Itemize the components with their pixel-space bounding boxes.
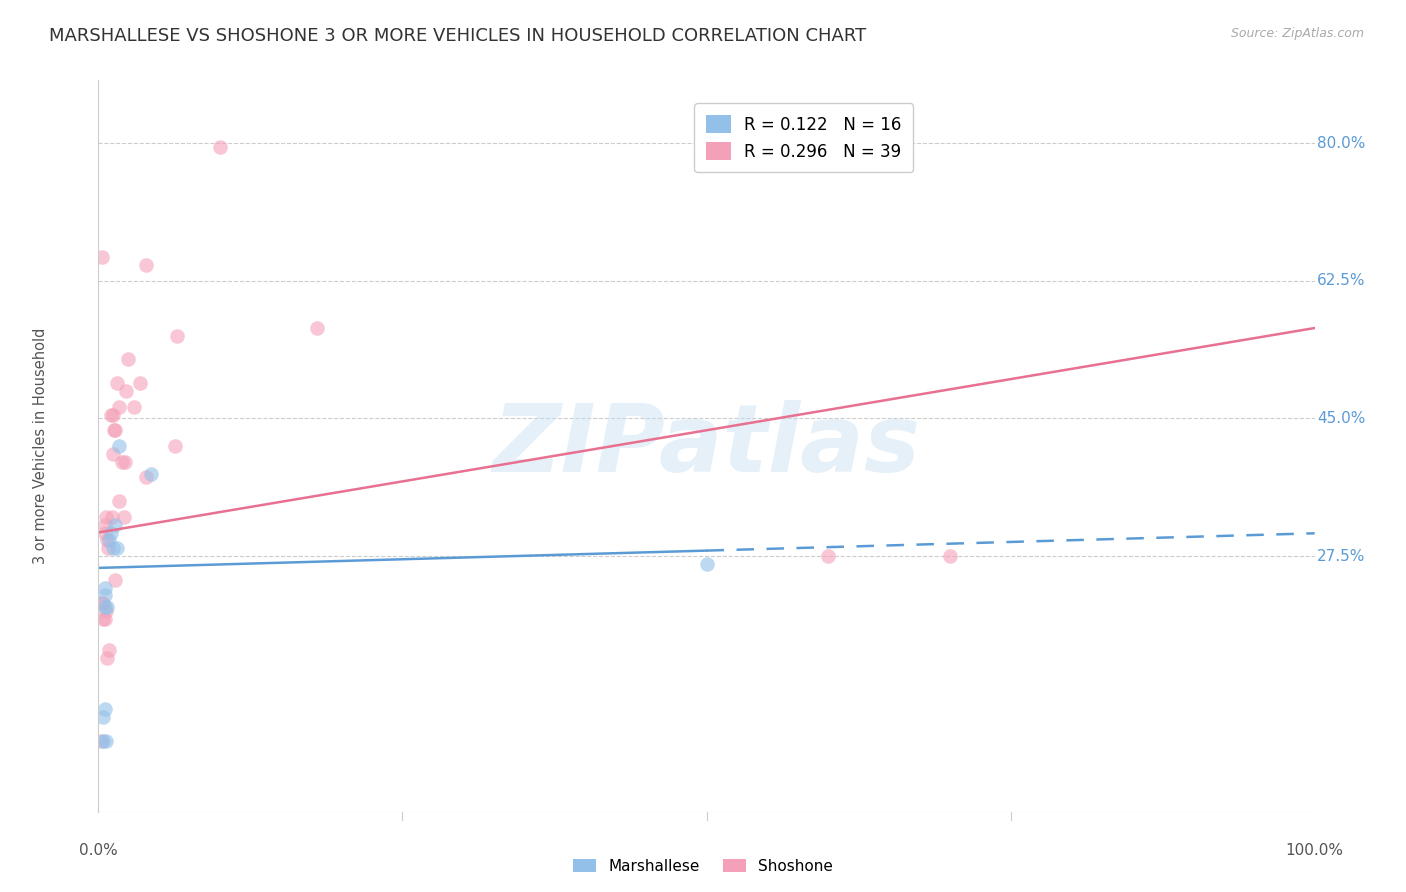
Point	[112, 509, 135, 524]
Text: 62.5%: 62.5%	[1317, 273, 1365, 288]
Text: 3 or more Vehicles in Household: 3 or more Vehicles in Household	[32, 328, 48, 564]
Point	[93, 581, 115, 595]
Point	[114, 455, 136, 469]
Point	[101, 509, 124, 524]
Point	[94, 604, 117, 618]
Point	[93, 600, 115, 615]
Point	[94, 734, 117, 748]
Text: 0.0%: 0.0%	[79, 843, 118, 858]
Point	[93, 517, 115, 532]
Point	[94, 509, 117, 524]
Point	[91, 710, 114, 724]
Point	[817, 549, 839, 563]
Point	[103, 423, 125, 437]
Point	[110, 455, 132, 469]
Point	[135, 470, 157, 484]
Point	[105, 376, 128, 390]
Point	[117, 352, 139, 367]
Point	[91, 596, 114, 610]
Point	[939, 549, 962, 563]
Point	[209, 140, 232, 154]
Point	[122, 400, 145, 414]
Point	[93, 702, 115, 716]
Point	[101, 447, 124, 461]
Point	[96, 600, 118, 615]
Point	[101, 541, 124, 556]
Point	[91, 734, 114, 748]
Text: ZIPatlas: ZIPatlas	[492, 400, 921, 492]
Point	[696, 557, 718, 571]
Text: 80.0%: 80.0%	[1317, 136, 1365, 151]
Legend: Marshallese, Shoshone: Marshallese, Shoshone	[567, 853, 839, 880]
Point	[104, 517, 127, 532]
Point	[98, 643, 121, 657]
Point	[96, 651, 118, 665]
Point	[93, 589, 115, 603]
Text: 100.0%: 100.0%	[1285, 843, 1344, 858]
Point	[108, 400, 131, 414]
Point	[135, 258, 157, 272]
Point	[166, 329, 188, 343]
Point	[139, 467, 162, 481]
Point	[91, 612, 114, 626]
Text: Source: ZipAtlas.com: Source: ZipAtlas.com	[1230, 27, 1364, 40]
Point	[108, 439, 131, 453]
Point	[104, 573, 127, 587]
Point	[98, 533, 121, 548]
Point	[91, 596, 114, 610]
Point	[90, 734, 112, 748]
Point	[93, 612, 115, 626]
Point	[100, 408, 122, 422]
Point	[93, 525, 115, 540]
Point	[115, 384, 138, 398]
Point	[307, 321, 329, 335]
Point	[96, 533, 118, 548]
Text: MARSHALLESE VS SHOSHONE 3 OR MORE VEHICLES IN HOUSEHOLD CORRELATION CHART: MARSHALLESE VS SHOSHONE 3 OR MORE VEHICL…	[49, 27, 866, 45]
Point	[104, 423, 127, 437]
Point	[97, 541, 120, 556]
Point	[105, 541, 128, 556]
Point	[100, 525, 122, 540]
Text: 27.5%: 27.5%	[1317, 549, 1365, 564]
Point	[108, 494, 131, 508]
Point	[128, 376, 150, 390]
Text: 45.0%: 45.0%	[1317, 411, 1365, 426]
Legend: R = 0.122   N = 16, R = 0.296   N = 39: R = 0.122 N = 16, R = 0.296 N = 39	[695, 103, 914, 172]
Point	[101, 408, 124, 422]
Point	[91, 250, 114, 264]
Point	[163, 439, 186, 453]
